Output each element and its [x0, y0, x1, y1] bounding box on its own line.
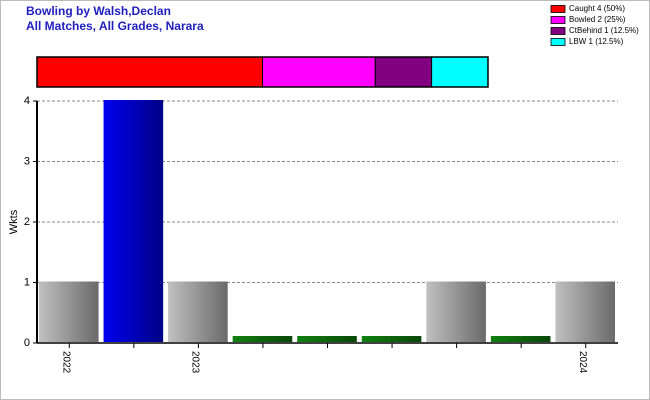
y-tick-label: 3: [24, 155, 30, 167]
stack-segment: [374, 56, 433, 88]
bar-shade: [555, 281, 615, 342]
legend-swatch: [550, 5, 566, 13]
chart-title: Bowling by Walsh,Declan: [26, 4, 171, 18]
legend-swatch: [550, 27, 566, 35]
legend-swatch: [550, 16, 566, 24]
legend-swatch: [550, 38, 566, 46]
bar-shade: [361, 336, 422, 342]
stack-outline: [36, 56, 489, 88]
legend-label: CtBehind 1 (12.5%): [569, 26, 639, 35]
x-tick-label: 2024: [577, 351, 588, 374]
stack-segment: [36, 56, 263, 88]
bar-shade: [168, 281, 228, 342]
legend-label: LBW 1 (12.5%): [569, 37, 624, 46]
bar-shade: [490, 336, 551, 342]
y-axis-label: Wkts: [8, 209, 20, 234]
bar-shade: [297, 336, 357, 342]
bar-shade: [103, 100, 164, 342]
stack-segment: [431, 56, 489, 88]
bar-shade: [426, 281, 486, 342]
legend-label: Caught 4 (50%): [569, 4, 625, 13]
x-tick-label: 2022: [61, 351, 72, 374]
bar-shade: [232, 336, 293, 342]
y-tick-label: 2: [24, 216, 30, 228]
y-tick-label: 4: [24, 95, 30, 107]
y-tick-label: 1: [24, 276, 30, 288]
legend-label: Bowled 2 (25%): [569, 15, 626, 24]
y-tick-label: 0: [24, 337, 30, 349]
chart-subtitle: All Matches, All Grades, Narara: [26, 19, 204, 33]
stack-segment: [262, 56, 376, 88]
x-tick-label: 2023: [190, 351, 201, 374]
bar-shade: [39, 281, 99, 342]
